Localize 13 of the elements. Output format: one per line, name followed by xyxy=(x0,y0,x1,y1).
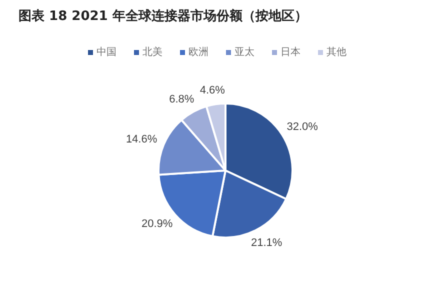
data-label: 6.8% xyxy=(169,94,194,106)
legend-label: 欧洲 xyxy=(188,46,208,58)
data-label: 21.1% xyxy=(250,236,282,249)
data-label: 4.6% xyxy=(200,84,226,96)
legend-label: 亚太 xyxy=(234,46,254,58)
legend-label: 其他 xyxy=(326,46,346,58)
legend-label: 中国 xyxy=(96,46,116,58)
chart-title: 图表 18 2021 年全球连接器市场份额（按地区） xyxy=(18,8,308,24)
data-label: 20.9% xyxy=(141,218,173,230)
data-label: 14.6% xyxy=(126,133,158,146)
legend-label: 北美 xyxy=(142,46,162,58)
legend-label: 日本 xyxy=(280,46,300,58)
data-label: 32.0% xyxy=(286,121,318,134)
